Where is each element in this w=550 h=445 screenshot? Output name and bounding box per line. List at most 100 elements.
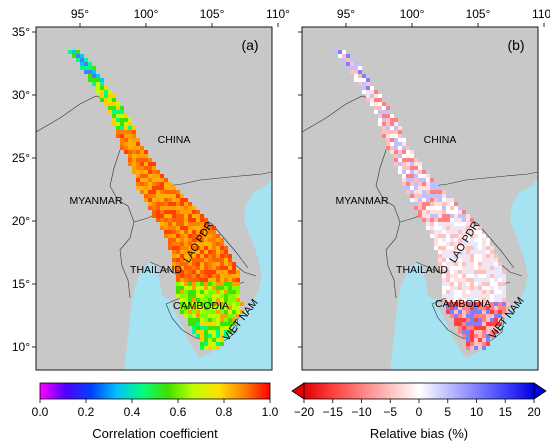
grid-cell xyxy=(220,250,224,254)
grid-cell xyxy=(450,266,454,270)
grid-cell xyxy=(454,222,458,226)
grid-cell xyxy=(474,306,478,310)
grid-cell xyxy=(204,330,208,334)
grid-cell xyxy=(354,74,358,78)
grid-cell xyxy=(366,78,370,82)
grid-cell xyxy=(442,194,446,198)
grid-cell xyxy=(494,310,498,314)
grid-cell xyxy=(494,286,498,290)
grid-cell xyxy=(168,230,172,234)
grid-cell xyxy=(438,254,442,258)
grid-cell xyxy=(482,290,486,294)
grid-cell xyxy=(200,278,204,282)
grid-cell xyxy=(442,262,446,266)
grid-cell xyxy=(180,246,184,250)
grid-cell xyxy=(184,222,188,226)
grid-cell xyxy=(474,262,478,266)
grid-cell xyxy=(152,186,156,190)
grid-cell xyxy=(196,326,200,330)
grid-cell xyxy=(474,314,478,318)
grid-cell xyxy=(402,182,406,186)
grid-cell xyxy=(124,114,128,118)
grid-cell xyxy=(474,234,478,238)
grid-cell xyxy=(450,306,454,310)
grid-cell xyxy=(152,202,156,206)
grid-cell xyxy=(342,50,346,54)
grid-cell xyxy=(228,302,232,306)
grid-cell xyxy=(128,162,132,166)
grid-cell xyxy=(386,118,390,122)
grid-cell xyxy=(398,138,402,142)
grid-cell xyxy=(494,326,498,330)
grid-cell xyxy=(462,278,466,282)
grid-cell xyxy=(462,258,466,262)
grid-cell xyxy=(168,234,172,238)
grid-cell xyxy=(88,70,92,74)
grid-cell xyxy=(482,282,486,286)
grid-cell xyxy=(232,298,236,302)
grid-cell xyxy=(422,178,426,182)
grid-cell xyxy=(240,302,244,306)
grid-cell xyxy=(358,74,362,78)
grid-cell xyxy=(458,286,462,290)
grid-cell xyxy=(366,90,370,94)
grid-cell xyxy=(204,322,208,326)
grid-cell xyxy=(188,306,192,310)
grid-cell xyxy=(410,182,414,186)
grid-cell xyxy=(498,274,502,278)
grid-cell xyxy=(196,318,200,322)
grid-cell xyxy=(470,230,474,234)
grid-cell xyxy=(116,126,120,130)
grid-cell xyxy=(394,142,398,146)
grid-cell xyxy=(398,162,402,166)
grid-cell xyxy=(490,302,494,306)
grid-cell xyxy=(502,314,506,318)
grid-cell xyxy=(200,310,204,314)
grid-cell xyxy=(478,266,482,270)
grid-cell xyxy=(224,330,228,334)
panel-label-b: (b) xyxy=(507,37,524,53)
grid-cell xyxy=(422,170,426,174)
grid-cell xyxy=(144,194,148,198)
grid-cell xyxy=(168,198,172,202)
grid-cell xyxy=(208,334,212,338)
grid-cell xyxy=(200,230,204,234)
grid-cell xyxy=(184,298,188,302)
grid-cell xyxy=(228,262,232,266)
grid-cell xyxy=(216,286,220,290)
map-axes: 95° 100° 105° 110° 35° 30° 25° 20° 15° 10° 95° 100°… xyxy=(12,7,550,354)
grid-cell xyxy=(160,210,164,214)
grid-cell xyxy=(168,194,172,198)
grid-cell xyxy=(482,306,486,310)
grid-cell xyxy=(132,134,136,138)
grid-cell xyxy=(506,310,510,314)
grid-cell xyxy=(120,118,124,122)
grid-cell xyxy=(160,186,164,190)
grid-cell xyxy=(410,178,414,182)
grid-cell xyxy=(482,318,486,322)
grid-cell xyxy=(358,78,362,82)
grid-cell xyxy=(180,250,184,254)
grid-cell xyxy=(204,218,208,222)
grid-cell xyxy=(486,306,490,310)
grid-cell xyxy=(478,274,482,278)
grid-cell xyxy=(374,110,378,114)
grid-cell xyxy=(438,262,442,266)
grid-cell xyxy=(498,282,502,286)
grid-cell xyxy=(228,330,232,334)
grid-cell xyxy=(196,310,200,314)
grid-cell xyxy=(204,246,208,250)
grid-cell xyxy=(470,258,474,262)
grid-cell xyxy=(370,86,374,90)
grid-cell xyxy=(426,222,430,226)
grid-cell xyxy=(490,246,494,250)
grid-cell xyxy=(466,338,470,342)
grid-cell xyxy=(200,334,204,338)
grid-cell xyxy=(216,254,220,258)
grid-cell xyxy=(454,242,458,246)
grid-cell xyxy=(498,322,502,326)
grid-cell xyxy=(168,242,172,246)
grid-cell xyxy=(128,118,132,122)
grid-cell xyxy=(176,294,180,298)
grid-cell xyxy=(128,154,132,158)
